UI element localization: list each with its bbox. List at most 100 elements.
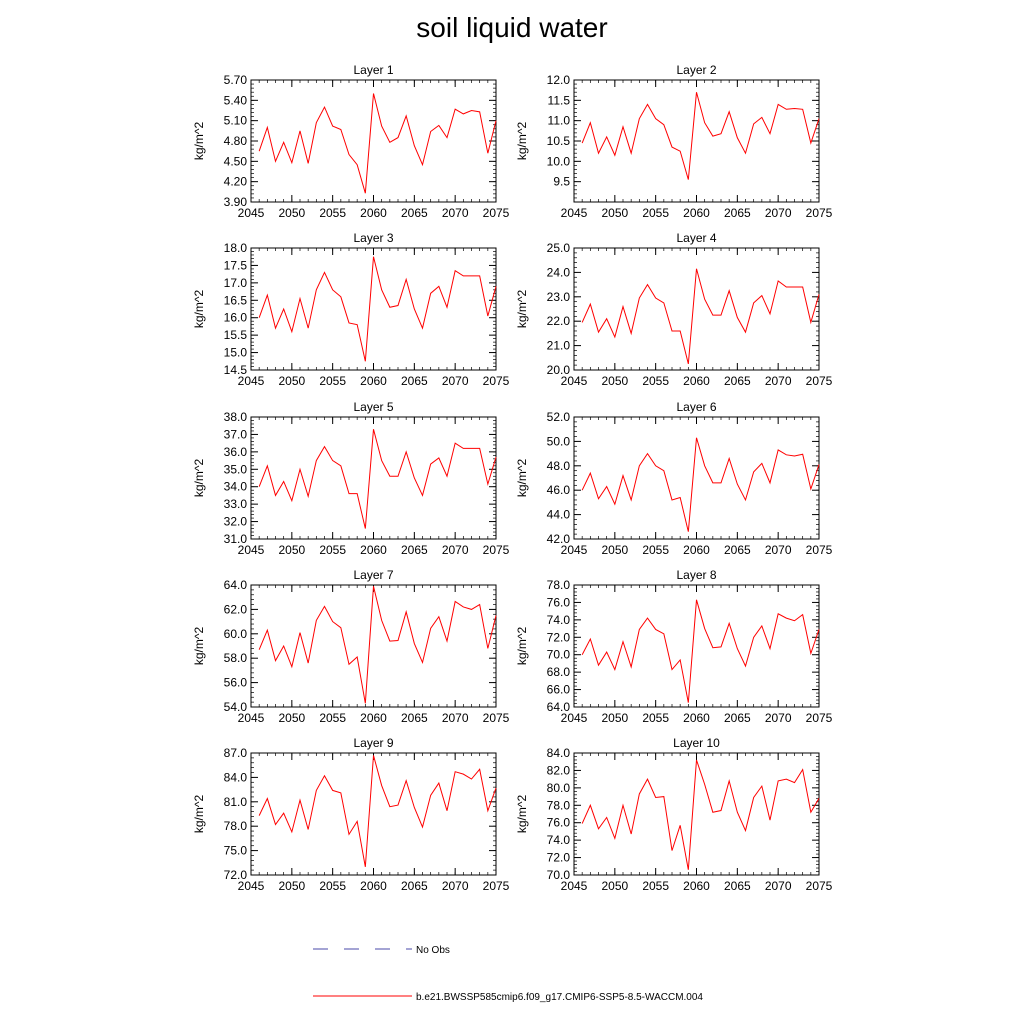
y-tick-label: 14.5	[224, 363, 248, 377]
y-tick-label: 23.0	[547, 290, 571, 304]
y-tick-label: 44.0	[547, 508, 571, 522]
y-tick-label: 4.20	[224, 175, 248, 189]
x-tick-label: 2070	[765, 879, 792, 893]
y-tick-label: 72.0	[224, 868, 248, 882]
x-tick-label: 2075	[806, 879, 833, 893]
x-tick-label: 2045	[238, 879, 265, 893]
y-tick-label: 70.0	[547, 868, 571, 882]
x-tick-label: 2050	[601, 543, 628, 557]
figure-title: soil liquid water	[416, 12, 608, 43]
y-tick-label: 42.0	[547, 532, 571, 546]
y-tick-label: 62.0	[224, 602, 248, 616]
x-tick-label: 2050	[278, 879, 305, 893]
x-tick-label: 2060	[683, 543, 710, 557]
x-tick-label: 2060	[683, 711, 710, 725]
x-tick-label: 2055	[642, 206, 669, 220]
panel-7: Layer 7 2045 2050 2055 2060 2065 2070 2075 54.0 5…	[192, 568, 510, 725]
y-tick-label: 9.5	[553, 175, 570, 189]
y-tick-label: 78.0	[547, 578, 571, 592]
model-series-line	[581, 437, 820, 532]
y-tick-label: 78.0	[547, 798, 571, 812]
x-tick-label: 2045	[561, 543, 588, 557]
y-tick-label: 36.0	[224, 445, 248, 459]
y-tick-label: 32.0	[224, 515, 248, 529]
y-tick-label: 18.0	[224, 241, 248, 255]
x-tick-label: 2075	[806, 206, 833, 220]
x-tick-label: 2045	[238, 206, 265, 220]
y-axis-label: kg/m^2	[515, 795, 529, 834]
y-tick-label: 20.0	[547, 363, 571, 377]
panel-1: Layer 1 2045 2050 2055 2060 2065 2070 2075 3.90 4…	[192, 63, 510, 220]
y-tick-label: 84.0	[224, 770, 248, 784]
x-tick-label: 2075	[483, 206, 510, 220]
x-tick-label: 2055	[319, 374, 346, 388]
x-tick-label: 2075	[483, 543, 510, 557]
panel-title: Layer 6	[676, 400, 716, 414]
model-series-line	[581, 92, 820, 180]
y-tick-label: 34.0	[224, 480, 248, 494]
y-axis-label: kg/m^2	[192, 627, 206, 666]
x-tick-label: 2045	[561, 206, 588, 220]
x-tick-label: 2060	[683, 879, 710, 893]
y-tick-label: 5.10	[224, 114, 248, 128]
x-tick-label: 2065	[401, 543, 428, 557]
x-tick-label: 2060	[683, 206, 710, 220]
y-axis-label: kg/m^2	[515, 627, 529, 666]
y-tick-label: 48.0	[547, 459, 571, 473]
y-tick-label: 74.0	[547, 833, 571, 847]
x-tick-label: 2055	[319, 206, 346, 220]
x-tick-label: 2065	[401, 206, 428, 220]
x-tick-label: 2060	[360, 543, 387, 557]
x-tick-label: 2065	[724, 711, 751, 725]
y-tick-label: 10.5	[547, 134, 571, 148]
panel-8: Layer 8 2045 2050 2055 2060 2065 2070 2075 64.0 6…	[515, 568, 833, 725]
x-tick-label: 2065	[724, 543, 751, 557]
y-axis-label: kg/m^2	[515, 290, 529, 329]
y-tick-label: 50.0	[547, 434, 571, 448]
y-tick-label: 84.0	[547, 746, 571, 760]
y-axis-label: kg/m^2	[192, 459, 206, 498]
y-tick-label: 10.0	[547, 154, 571, 168]
y-tick-label: 35.0	[224, 462, 248, 476]
x-tick-label: 2070	[442, 879, 469, 893]
panel-title: Layer 1	[353, 63, 393, 77]
model-series-line	[258, 256, 497, 362]
panel-4: Layer 4 2045 2050 2055 2060 2065 2070 2075 20.0 2…	[515, 231, 833, 388]
x-tick-label: 2065	[401, 374, 428, 388]
x-tick-label: 2045	[238, 543, 265, 557]
x-tick-label: 2070	[765, 374, 792, 388]
y-tick-label: 31.0	[224, 532, 248, 546]
y-axis-label: kg/m^2	[515, 122, 529, 161]
x-tick-label: 2050	[601, 374, 628, 388]
panel-5: Layer 5 2045 2050 2055 2060 2065 2070 2075 31.0 3…	[192, 400, 510, 557]
model-series-line	[581, 599, 820, 703]
panel-3: Layer 3 2045 2050 2055 2060 2065 2070 2075 14.5 1…	[192, 231, 510, 388]
x-tick-label: 2065	[724, 879, 751, 893]
x-tick-label: 2070	[442, 543, 469, 557]
panel-10: Layer 10 2045 2050 2055 2060 2065 2070 2075 70.0…	[515, 736, 833, 893]
y-tick-label: 21.0	[547, 339, 571, 353]
plot-frame	[573, 416, 820, 540]
y-tick-label: 64.0	[547, 700, 571, 714]
y-tick-label: 76.0	[547, 595, 571, 609]
y-axis-label: kg/m^2	[515, 459, 529, 498]
plot-frame	[573, 79, 820, 203]
y-tick-label: 12.0	[547, 73, 571, 87]
y-tick-label: 5.40	[224, 93, 248, 107]
y-tick-label: 38.0	[224, 410, 248, 424]
model-series-line	[581, 268, 820, 365]
x-tick-label: 2050	[601, 879, 628, 893]
x-tick-label: 2050	[278, 711, 305, 725]
y-tick-label: 46.0	[547, 483, 571, 497]
y-tick-label: 25.0	[547, 241, 571, 255]
y-tick-label: 17.5	[224, 258, 248, 272]
x-tick-label: 2055	[319, 879, 346, 893]
model-series-line	[581, 759, 820, 870]
y-tick-label: 68.0	[547, 665, 571, 679]
y-tick-label: 56.0	[224, 676, 248, 690]
y-tick-label: 80.0	[547, 781, 571, 795]
y-tick-label: 4.80	[224, 134, 248, 148]
y-axis-label: kg/m^2	[192, 290, 206, 329]
y-tick-label: 16.0	[224, 311, 248, 325]
